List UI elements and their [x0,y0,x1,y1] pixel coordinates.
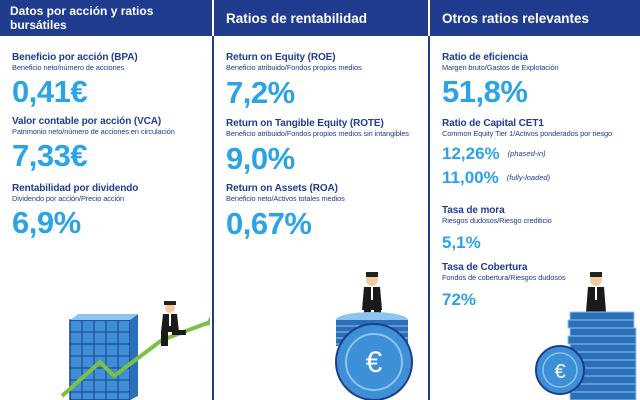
metric-efficiency: Ratio de eficiencia Margen bruto/Gastos … [442,52,640,108]
metric-label: Rentabilidad por dividendo [12,183,139,194]
metric-label: Tasa de mora [442,205,505,216]
metric-label: Return on Tangible Equity (ROTE) [226,118,384,129]
person-icon [586,272,606,312]
metric-value: 5,1% [442,233,481,252]
metric-desc: Dividendo por acción/Precio acción [12,194,125,203]
building-icon [69,314,138,400]
metric-value: 9,0% [226,141,295,176]
metric-value: 7,33€ [12,138,88,173]
metric-desc: Patrimonio neto/número de acciones en ci… [12,127,175,136]
metric-desc: Beneficio atribuido/Fondos propios medio… [226,63,362,72]
coin-stacks-illustration: € [535,272,637,400]
person-icon [161,301,186,346]
fully-note: (fully-loaded) [506,173,551,182]
column-header: Ratios de rentabilidad [214,0,428,36]
metric-desc: Riesgos dudosos/Riesgo crediticio [442,216,552,225]
metric-desc: Beneficio atribuido/Fondos propios medio… [226,129,409,138]
metric-value: 72% [442,290,477,309]
metric-value: 0,67% [226,206,312,241]
metric-label: Ratio de Capital CET1 [442,118,544,129]
metric-desc: Beneficio neto/número de acciones [12,63,125,72]
phased-note: (phased-in) [507,149,546,158]
metric-desc: Fondos de cobertura/Riesgos dudosos [442,273,566,282]
metric-desc: Margen bruto/Gastos de Explotación [442,63,559,72]
column-divider [212,36,214,400]
column-divider [428,36,430,400]
metric-label: Beneficio por acción (BPA) [12,52,138,63]
column-profitability-ratios: Ratios de rentabilidad Return on Equity … [214,0,428,400]
metric-rote: Return on Tangible Equity (ROTE) Benefic… [226,118,428,175]
metric-desc: Beneficio neto/Activos totales medios [226,194,345,203]
metric-value: 0,41€ [12,74,88,109]
coin-stack-illustration: € [335,272,413,400]
column-other-ratios: Otros ratios relevantes Ratio de eficien… [430,0,640,400]
column-header: Datos por acción y ratios bursátiles [0,0,212,36]
metric-value-phased: 12,26% (phased-in) [442,144,640,164]
metric-label: Return on Equity (ROE) [226,52,336,63]
euro-icon: € [554,361,565,383]
metric-label: Ratio de eficiencia [442,52,528,63]
metric-value: 51,8% [442,74,528,109]
metric-eps: Beneficio por acción (BPA) Beneficio net… [12,52,212,108]
metric-value-fully: 11,00% (fully-loaded) [442,168,640,188]
growth-chart-illustration [60,301,210,400]
metric-value: 7,2% [226,75,295,110]
metric-label: Valor contable por acción (VCA) [12,116,162,127]
fully-value: 11,00% [442,168,499,187]
metric-roa: Return on Assets (ROA) Beneficio neto/Ac… [226,183,428,240]
metric-bvps: Valor contable por acción (VCA) Patrimon… [12,116,212,172]
metric-cet1: Ratio de Capital CET1 Common Equity Tier… [442,118,640,188]
metric-roe: Return on Equity (ROE) Beneficio atribui… [226,52,428,109]
euro-icon: € [366,346,383,379]
column-header: Otros ratios relevantes [430,0,640,36]
metric-value: 6,9% [12,205,81,240]
metric-label: Return on Assets (ROA) [226,183,338,194]
column-stock-ratios: Datos por acción y ratios bursátiles Ben… [0,0,212,400]
metric-dividend-yield: Rentabilidad por dividendo Dividendo por… [12,183,212,239]
phased-value: 12,26% [442,144,500,163]
metric-coverage: Tasa de Cobertura Fondos de cobertura/Ri… [442,262,640,310]
metric-label: Tasa de Cobertura [442,262,528,273]
metric-desc: Common Equity Tier 1/Activos ponderados … [442,129,612,138]
metric-npl: Tasa de mora Riesgos dudosos/Riesgo cred… [442,205,640,253]
